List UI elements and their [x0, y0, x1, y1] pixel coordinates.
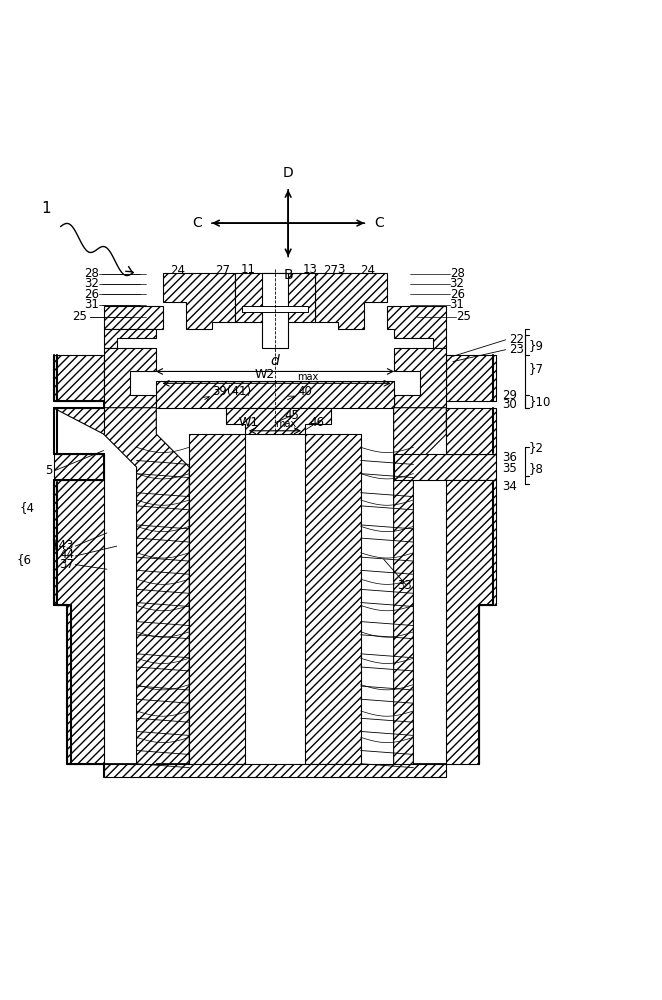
Text: 31: 31	[449, 298, 465, 311]
Polygon shape	[236, 273, 314, 322]
Text: 28: 28	[449, 267, 465, 280]
Polygon shape	[163, 273, 236, 329]
Text: 40: 40	[297, 385, 312, 398]
Text: }9: }9	[529, 339, 544, 352]
Text: }7: }7	[529, 362, 544, 375]
Text: }10: }10	[529, 395, 551, 408]
Polygon shape	[54, 408, 103, 434]
Text: 24: 24	[171, 264, 185, 277]
Text: }8: }8	[529, 462, 544, 475]
Text: 1: 1	[41, 201, 50, 216]
Text: 36: 36	[502, 451, 517, 464]
Text: }2: }2	[529, 441, 544, 454]
Polygon shape	[446, 355, 496, 401]
Text: 33: 33	[397, 579, 412, 592]
Text: 35: 35	[502, 462, 517, 475]
Polygon shape	[54, 480, 103, 764]
Polygon shape	[394, 408, 446, 777]
Text: D: D	[283, 166, 293, 180]
Text: 25: 25	[72, 310, 87, 323]
Polygon shape	[394, 348, 446, 408]
Polygon shape	[156, 381, 394, 408]
Text: 28: 28	[84, 267, 99, 280]
Polygon shape	[305, 434, 361, 764]
Text: 25: 25	[456, 310, 471, 323]
Text: {43: {43	[52, 538, 74, 551]
Text: max: max	[297, 372, 318, 382]
Text: W2: W2	[255, 368, 275, 381]
Text: max: max	[275, 419, 296, 429]
Text: 30: 30	[502, 398, 517, 411]
Polygon shape	[261, 273, 288, 348]
Text: 44: 44	[59, 548, 74, 561]
Polygon shape	[387, 306, 446, 348]
Text: 26: 26	[84, 288, 99, 301]
Text: 22: 22	[509, 333, 524, 346]
Text: {4: {4	[19, 501, 34, 514]
Text: 26: 26	[449, 288, 465, 301]
Polygon shape	[103, 306, 163, 329]
Polygon shape	[446, 408, 496, 454]
Polygon shape	[314, 273, 387, 329]
Polygon shape	[446, 480, 496, 764]
Text: 5: 5	[46, 464, 53, 477]
Text: 39(41): 39(41)	[213, 385, 252, 398]
Text: 27: 27	[214, 264, 230, 277]
Polygon shape	[242, 306, 308, 312]
Text: 13: 13	[303, 263, 317, 276]
Text: 24: 24	[359, 264, 375, 277]
Polygon shape	[103, 329, 156, 348]
Text: 27: 27	[324, 264, 338, 277]
Polygon shape	[394, 454, 496, 480]
Text: B: B	[283, 268, 293, 282]
Polygon shape	[103, 348, 156, 408]
Text: 46: 46	[309, 416, 324, 429]
Text: 32: 32	[84, 277, 99, 290]
Text: C: C	[374, 216, 383, 230]
Text: 23: 23	[509, 343, 524, 356]
Polygon shape	[103, 408, 189, 777]
Text: 29: 29	[502, 389, 518, 402]
Polygon shape	[226, 408, 331, 434]
Text: C: C	[193, 216, 203, 230]
Polygon shape	[54, 454, 103, 480]
Text: 37: 37	[59, 558, 74, 571]
Text: 3: 3	[337, 263, 345, 276]
Text: d: d	[271, 354, 279, 368]
Polygon shape	[54, 355, 103, 401]
Text: 34: 34	[502, 480, 517, 493]
Text: W1: W1	[238, 416, 258, 429]
Text: 45: 45	[284, 409, 299, 422]
Polygon shape	[103, 764, 446, 777]
Text: 11: 11	[241, 263, 256, 276]
Text: 31: 31	[84, 298, 99, 311]
Text: {6: {6	[16, 553, 31, 566]
Text: 32: 32	[449, 277, 465, 290]
Polygon shape	[189, 434, 246, 764]
